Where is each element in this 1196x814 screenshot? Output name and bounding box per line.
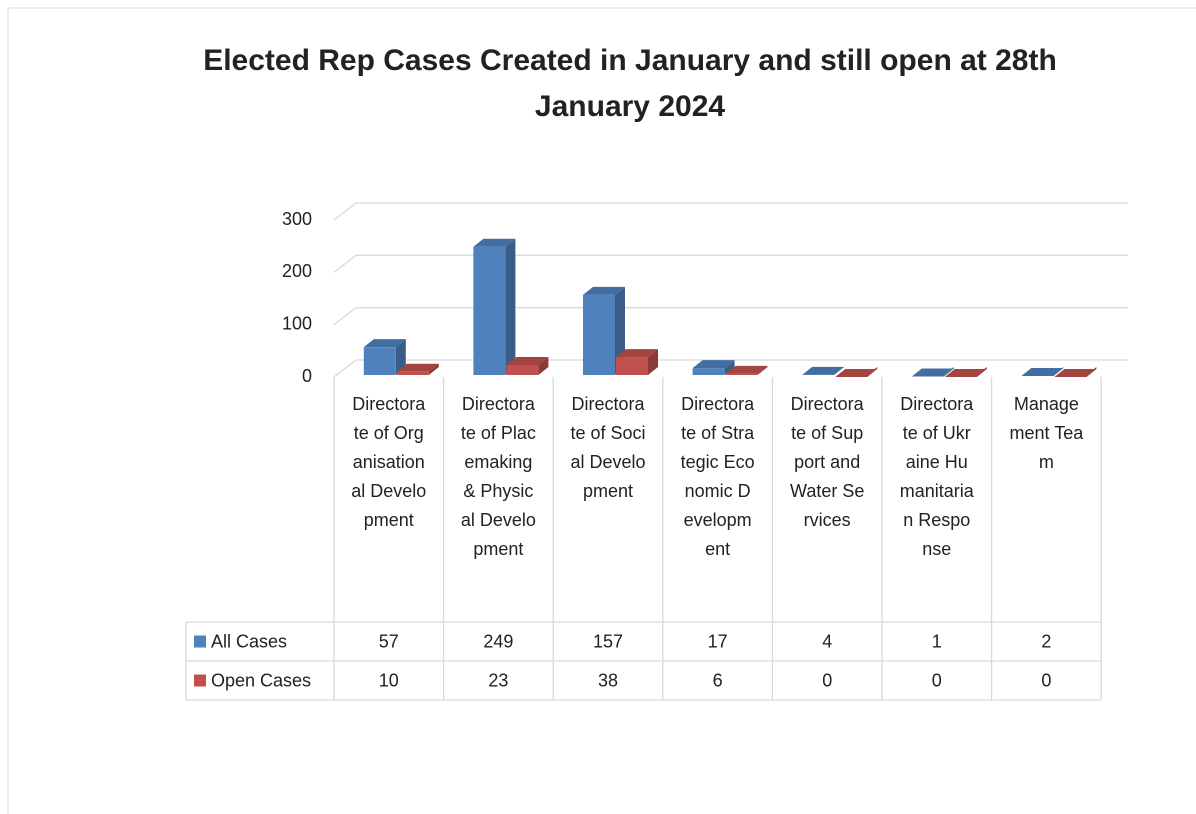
bar-top — [506, 356, 549, 365]
x-tick-label: Directorate of Placemaking & Physical De… — [460, 394, 536, 559]
bar-top — [692, 360, 735, 369]
table-value: 2 — [1041, 631, 1051, 651]
bar — [506, 364, 539, 375]
legend-swatch — [194, 674, 206, 687]
bar-top — [802, 366, 845, 375]
bar-top — [725, 365, 768, 374]
bar-side — [428, 363, 439, 375]
bar-top — [1021, 367, 1064, 376]
y-tick-label: 300 — [282, 209, 312, 229]
table-value: 17 — [708, 631, 728, 651]
table-value: 0 — [1041, 670, 1051, 690]
bar — [363, 347, 396, 375]
bar — [616, 357, 648, 375]
grid-line — [333, 254, 1128, 273]
table-value: 57 — [379, 631, 399, 651]
x-tick-label: Management Team — [1009, 394, 1084, 472]
bar-top — [911, 368, 954, 377]
table-value: 10 — [379, 670, 399, 690]
bar-side — [834, 366, 845, 375]
bar-top — [583, 286, 625, 295]
bar — [396, 371, 429, 375]
table-value: 0 — [822, 670, 832, 690]
bar-top — [473, 238, 516, 247]
bar-side — [505, 238, 516, 375]
bar — [473, 246, 506, 375]
bar-top — [1054, 369, 1097, 377]
bar-side — [724, 360, 735, 375]
x-tick-label: Directorate of Social Development — [570, 394, 646, 501]
x-tick-label: Directorate of Strategic Economic Develo… — [680, 394, 755, 559]
x-tick-label: Directorate of Ukraine Humanitarian Resp… — [899, 394, 974, 559]
bar — [725, 373, 758, 375]
table-value: 23 — [488, 670, 508, 690]
legend-swatch — [194, 635, 206, 648]
bar-top — [835, 369, 878, 377]
bar — [583, 294, 615, 375]
grid-line — [333, 307, 1128, 326]
table-value: 157 — [593, 631, 623, 651]
table-value: 6 — [713, 670, 723, 690]
bar-side — [648, 349, 658, 375]
bar-side — [395, 339, 406, 375]
bar-side — [757, 365, 768, 375]
bar-top — [363, 339, 406, 348]
legend-label: All Cases — [211, 631, 287, 651]
y-tick-label: 100 — [282, 313, 312, 333]
bar-side — [538, 356, 549, 375]
y-tick-label: 0 — [302, 366, 312, 386]
table-value: 38 — [598, 670, 618, 690]
y-tick-label: 200 — [282, 261, 312, 281]
table-value: 4 — [822, 631, 832, 651]
chart-title: Elected Rep Cases Created in January and… — [203, 44, 1057, 123]
table-value: 0 — [932, 670, 942, 690]
bar-top — [944, 369, 987, 377]
table-value: 1 — [932, 631, 942, 651]
bar-top — [396, 363, 439, 372]
bar — [692, 368, 725, 375]
x-tick-label: Directorate of Support and Water Service… — [790, 394, 865, 530]
grid-line — [333, 359, 1128, 378]
legend-label: Open Cases — [211, 670, 311, 690]
table-value: 249 — [483, 631, 513, 651]
x-tick-label: Directorate of Organisational Developmen… — [351, 394, 427, 530]
grid-line — [333, 202, 1128, 221]
bar-top — [616, 349, 658, 358]
